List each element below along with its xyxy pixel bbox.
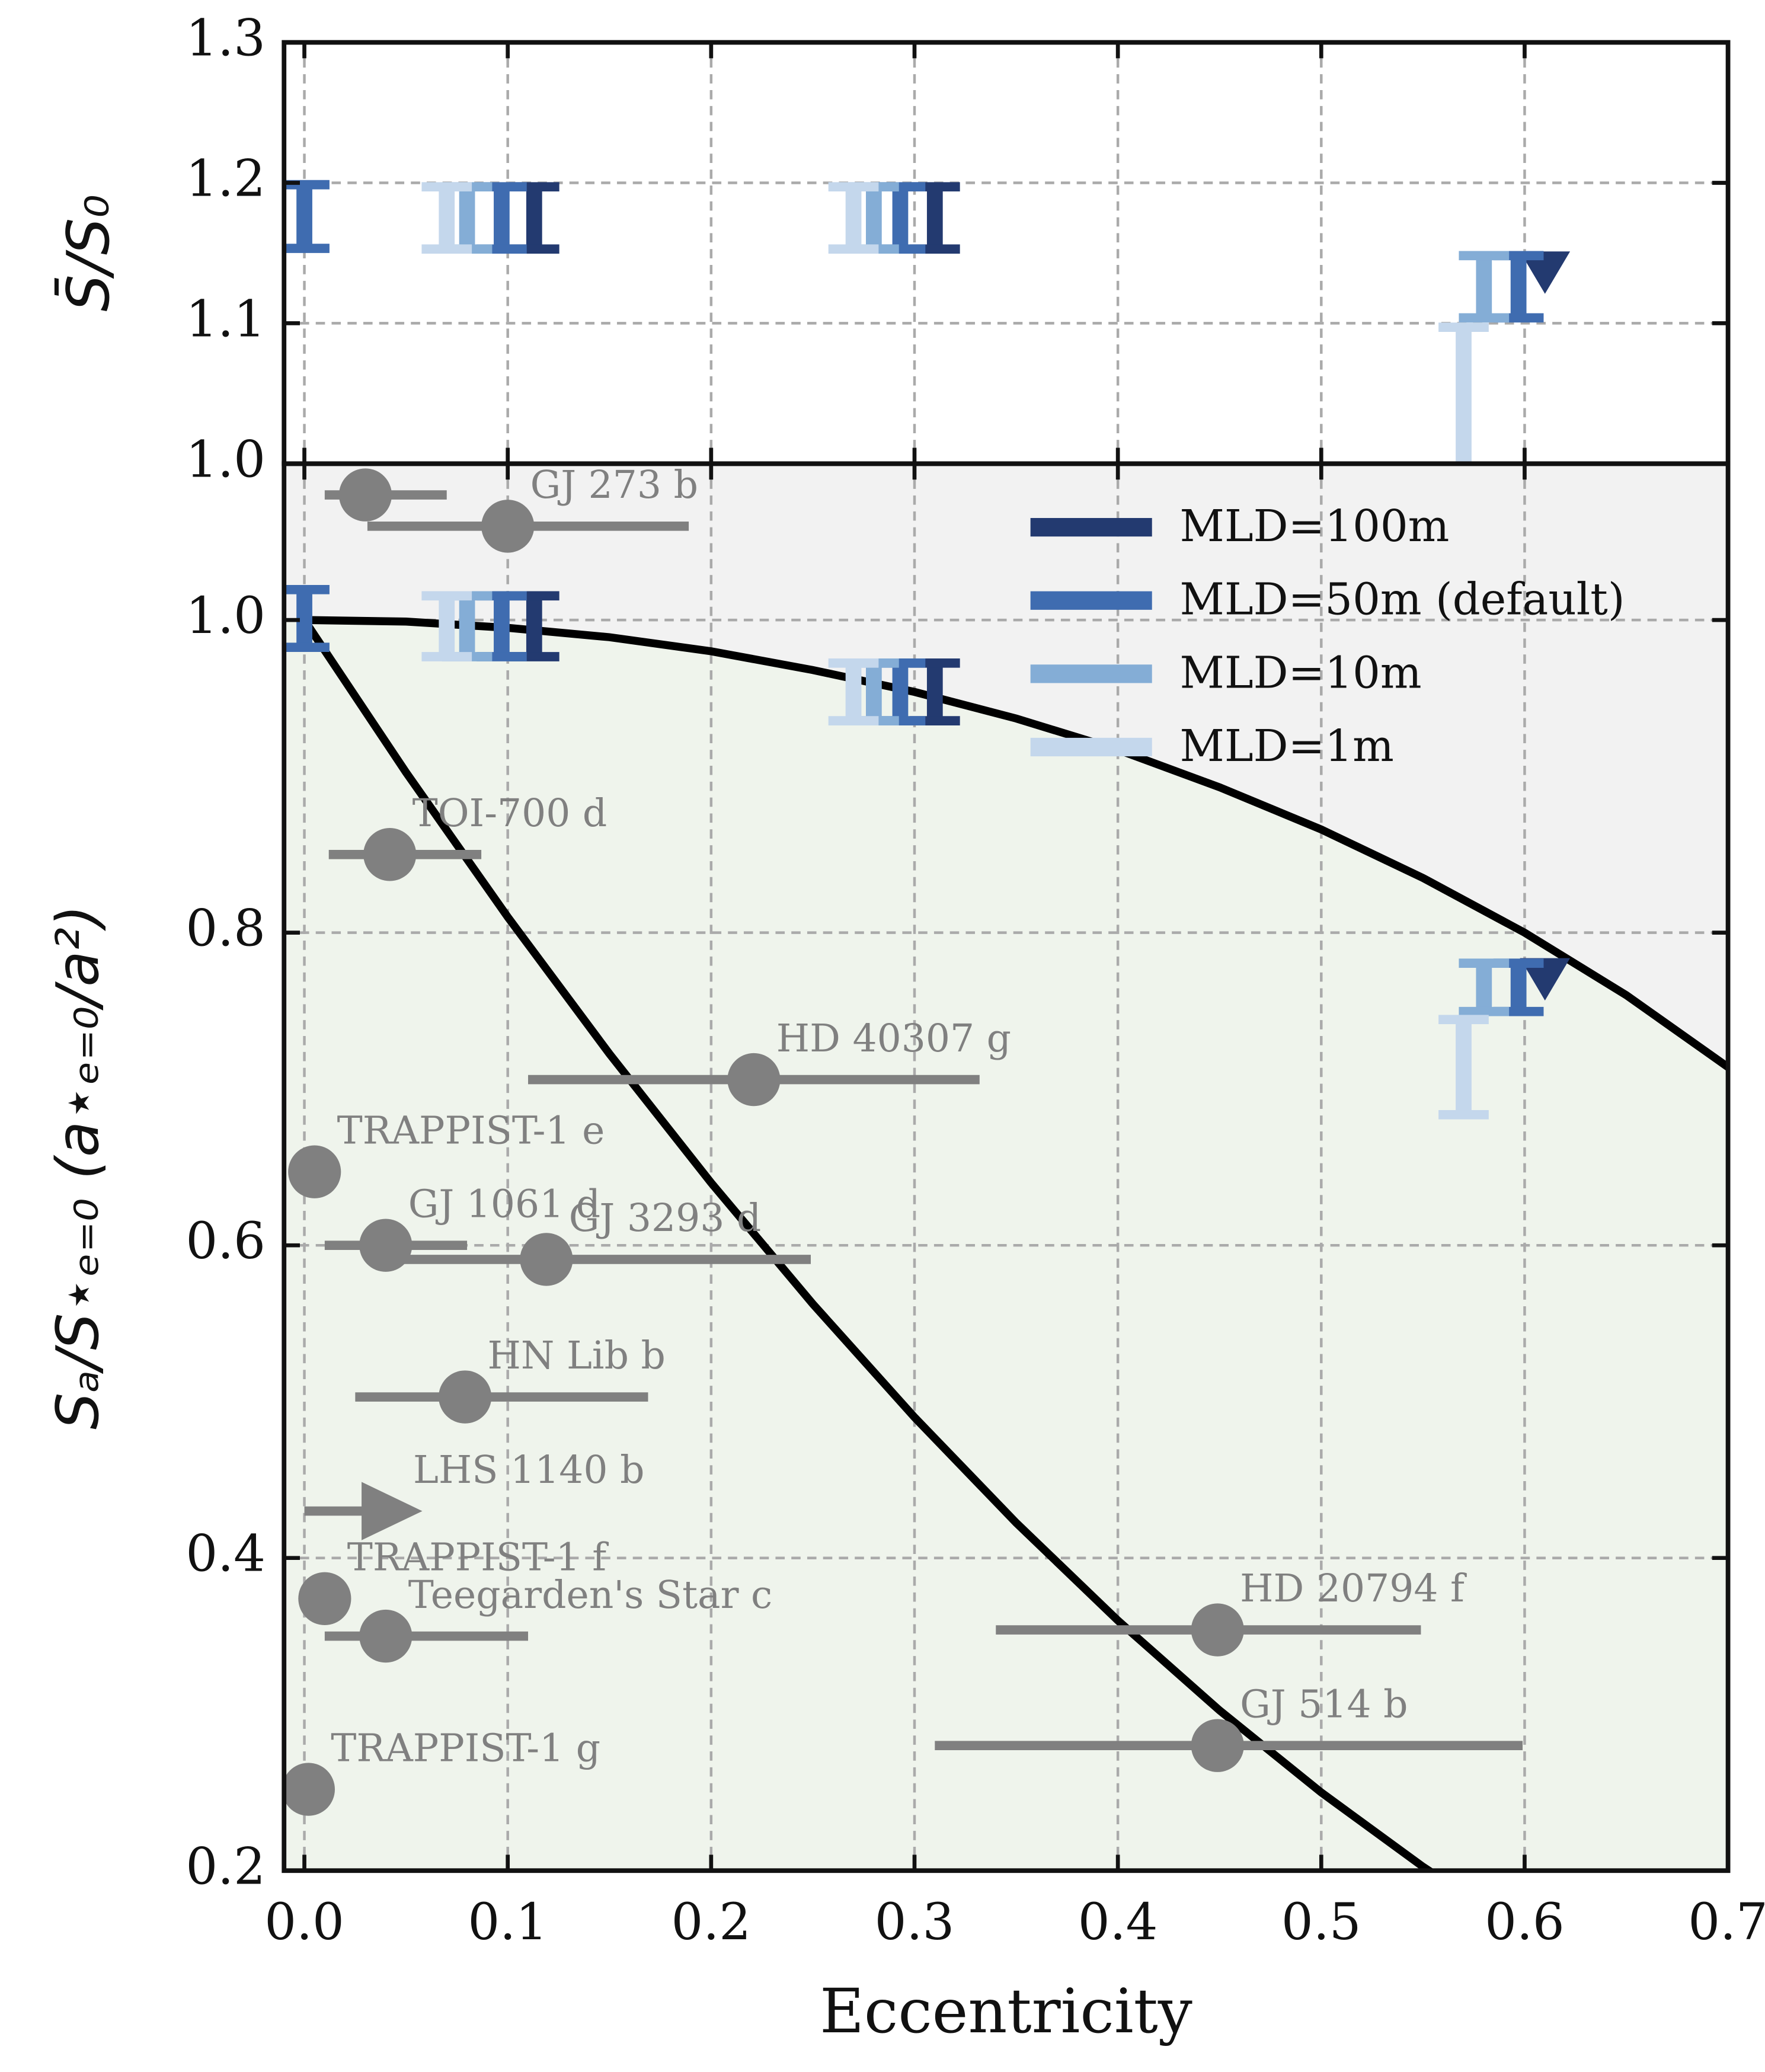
planet-point	[298, 1572, 351, 1625]
legend-label: MLD=100m	[1180, 501, 1450, 552]
planet-point	[288, 1145, 341, 1198]
x-tick-label: 0.5	[1281, 1893, 1361, 1952]
planet-label: GJ 273 b	[530, 463, 698, 507]
planet-point	[481, 500, 535, 553]
x-tick-label: 0.1	[468, 1893, 548, 1952]
limit-arrow-head	[362, 1482, 423, 1540]
error-bar	[421, 182, 472, 254]
y-tick-label: 0.6	[186, 1212, 266, 1271]
x-tick-label: 0.4	[1078, 1893, 1158, 1952]
y-tick-label: 1.1	[186, 290, 266, 348]
x-axis-label: Eccentricity	[820, 1977, 1192, 2047]
planet-label: GJ 1061 d	[408, 1182, 600, 1226]
y-tick-label: 1.0	[186, 430, 266, 489]
x-tick-label: 0.3	[875, 1893, 955, 1952]
planet-label: HD 40307 g	[776, 1016, 1011, 1061]
axes: 1.0 1.1 1.2 1.3 S̄/S₀ 0.0 0.1 0.2 0.3 0.4 0.5 0.6 0.…	[44, 9, 1765, 2047]
x-tick-label: 0.7	[1688, 1893, 1765, 1952]
planet-point	[727, 1053, 781, 1107]
legend-label: MLD=1m	[1180, 721, 1394, 772]
planet-label: GJ 514 b	[1240, 1682, 1408, 1726]
error-bar	[828, 182, 879, 254]
planet-point	[1191, 1719, 1244, 1772]
x-tick-label: 0.6	[1485, 1893, 1565, 1952]
error-bar	[1438, 1015, 1489, 1120]
planet-point	[359, 1609, 413, 1663]
x-tick-label: 0.2	[672, 1893, 752, 1952]
planet-label: HN Lib b	[488, 1334, 666, 1378]
y-axis-label: Sₐ/S⋆ₑ₌₀ (a⋆ₑ₌₀/a²)	[44, 905, 112, 1430]
legend-label: MLD=50m (default)	[1180, 575, 1625, 625]
planet-label: TRAPPIST-1 f	[347, 1535, 609, 1579]
error-bar	[284, 584, 330, 652]
planet-point	[363, 828, 417, 881]
axes-frame	[282, 461, 1731, 1873]
planet-label: TOI-700 d	[413, 791, 607, 836]
planet-point	[338, 468, 392, 522]
upper-limit	[1520, 958, 1571, 1001]
legend-label: MLD=10m	[1180, 648, 1422, 698]
error-bar	[1459, 958, 1510, 1016]
error-bar	[828, 658, 879, 725]
planet-point	[439, 1370, 492, 1424]
error-bar	[421, 591, 472, 661]
planet-label: TRAPPIST-1 e	[337, 1108, 605, 1153]
planet-label: LHS 1140 b	[413, 1448, 644, 1492]
error-bar	[1459, 251, 1510, 323]
y-tick-label: 1.2	[186, 149, 266, 208]
planet-label: HD 20794 f	[1240, 1566, 1467, 1611]
planet-point	[520, 1233, 573, 1286]
y-tick-label: 1.0	[186, 587, 266, 645]
error-bar	[1438, 322, 1489, 464]
y-tick-label: 0.4	[186, 1525, 266, 1584]
x-tick-label: 0.0	[264, 1893, 344, 1952]
planet-point	[284, 1763, 335, 1816]
planet-label: TRAPPIST-1 g	[331, 1726, 600, 1770]
curve	[300, 618, 1437, 1871]
y-axis-label: S̄/S₀	[54, 194, 123, 311]
planet-label: GJ 3293 d	[569, 1196, 761, 1240]
bottom-panel: GJ 273 b TOI-700 d HD 40307 g TRAPPIST-1 e G…	[284, 463, 1728, 1871]
y-tick-label: 1.3	[186, 9, 266, 68]
planet-point	[1191, 1603, 1244, 1657]
planet-label: Teegarden's Star c	[408, 1573, 773, 1617]
y-tick-label: 0.8	[186, 900, 266, 958]
y-tick-label: 0.2	[186, 1837, 266, 1896]
upper-limit	[1520, 251, 1571, 294]
